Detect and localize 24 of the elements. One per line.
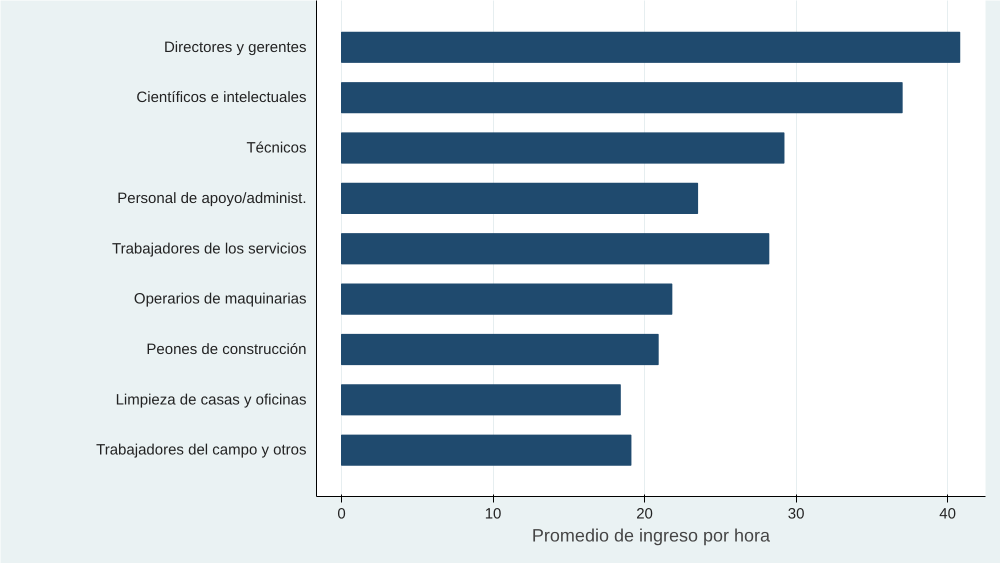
bar — [341, 82, 903, 114]
y-tick-label: Trabajadores del campo y otros — [96, 442, 307, 459]
bar — [341, 32, 960, 63]
y-tick-label: Operarios de maquinarias — [134, 290, 307, 308]
x-tick-label: 10 — [484, 506, 502, 522]
x-tick-label: 40 — [939, 506, 956, 522]
y-tick-label: Peones de construcción — [146, 340, 307, 358]
bar — [341, 384, 621, 416]
x-axis-title: Promedio de ingreso por hora — [532, 526, 772, 546]
x-tick-label: 20 — [636, 506, 653, 522]
y-tick-label: Limpieza de casas y oficinas — [116, 391, 307, 408]
bar — [341, 334, 659, 366]
bar — [341, 284, 672, 315]
y-tick-label: Técnicos — [246, 140, 307, 157]
y-tick-label: Científicos e intelectuales — [136, 89, 307, 106]
y-tick-label: Trabajadores de los servicios — [112, 240, 306, 258]
bar — [341, 132, 784, 164]
bar — [341, 233, 770, 264]
x-tick-label: 0 — [337, 506, 346, 522]
y-tick-label: Personal de apoyo/administ. — [117, 190, 306, 207]
bar — [341, 182, 698, 214]
y-tick-label: Directores y gerentes — [164, 38, 307, 56]
x-tick-label: 30 — [788, 506, 804, 522]
bar — [341, 434, 632, 466]
